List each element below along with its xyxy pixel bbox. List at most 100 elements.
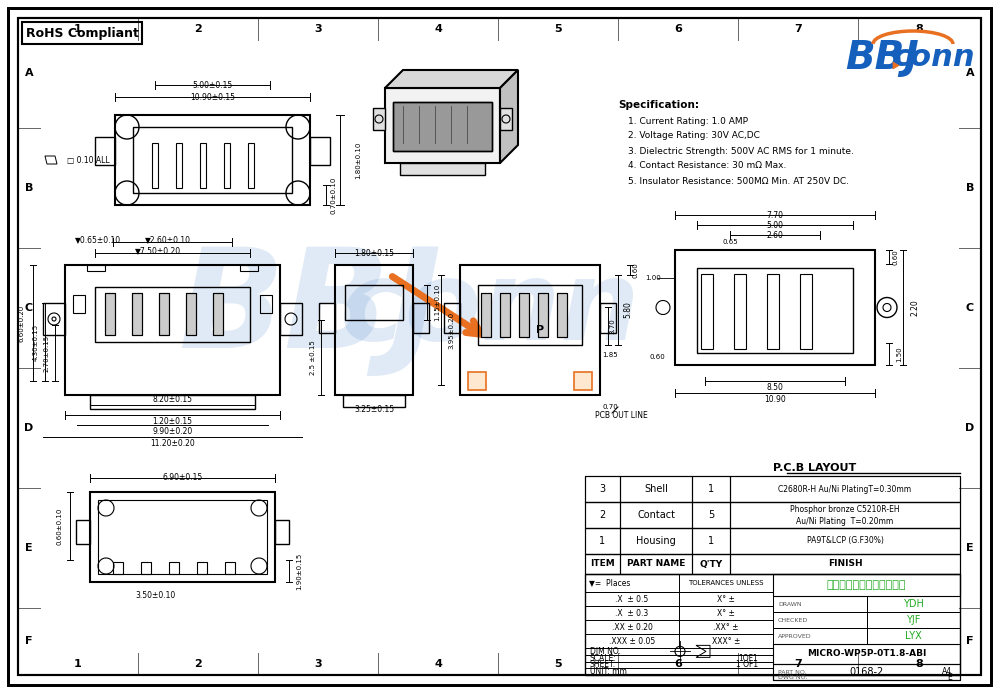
Text: ▼2.60±0.10: ▼2.60±0.10 <box>145 236 191 245</box>
Polygon shape <box>500 70 518 163</box>
Text: ▼=  Places: ▼= Places <box>589 579 630 588</box>
Bar <box>260 295 272 313</box>
Bar <box>152 143 158 188</box>
Text: 2.5 ±0.15: 2.5 ±0.15 <box>310 340 316 375</box>
Text: 6.60±0.20: 6.60±0.20 <box>18 304 24 342</box>
Text: Shell: Shell <box>644 484 668 494</box>
Bar <box>400 163 485 175</box>
Text: 2.20: 2.20 <box>910 299 919 316</box>
Text: 4. Contact Resistance: 30 mΩ Max.: 4. Contact Resistance: 30 mΩ Max. <box>628 161 786 170</box>
Text: 1.90±0.15: 1.90±0.15 <box>296 552 302 590</box>
Text: 7: 7 <box>794 659 802 669</box>
Text: 1: 1 <box>708 484 714 494</box>
Bar <box>519 293 529 337</box>
Bar <box>773 628 866 644</box>
Bar <box>701 274 713 349</box>
Text: 3: 3 <box>315 24 322 34</box>
Text: 6: 6 <box>674 659 682 669</box>
Bar <box>460 265 600 395</box>
Bar <box>585 634 679 648</box>
Bar <box>248 143 254 188</box>
Bar <box>105 293 115 335</box>
Text: 5.00±0.15: 5.00±0.15 <box>193 80 233 89</box>
Bar <box>679 592 773 606</box>
Bar <box>133 127 292 193</box>
Bar <box>335 265 413 395</box>
Bar <box>730 554 960 574</box>
Text: 1: 1 <box>708 536 714 546</box>
Text: PART NO.: PART NO. <box>778 669 806 674</box>
Bar <box>105 293 115 335</box>
Text: 3: 3 <box>599 484 605 494</box>
Text: 0.60: 0.60 <box>892 249 898 265</box>
Text: 8.20±0.15: 8.20±0.15 <box>153 394 193 403</box>
Text: 1: 1 <box>74 659 82 669</box>
Text: MICRO-WP5P-0T1.8-ABI: MICRO-WP5P-0T1.8-ABI <box>807 649 926 658</box>
Bar <box>141 562 151 574</box>
Text: 8: 8 <box>916 24 923 34</box>
Text: 1.80±0.10: 1.80±0.10 <box>355 141 361 179</box>
Text: A: A <box>966 68 974 78</box>
Text: 0.70: 0.70 <box>602 404 617 410</box>
Bar <box>186 293 196 335</box>
Bar <box>159 293 169 335</box>
Text: D: D <box>965 423 975 433</box>
Bar <box>345 285 403 320</box>
Text: 7.70: 7.70 <box>766 211 783 220</box>
Bar <box>393 102 492 151</box>
Bar <box>186 293 196 335</box>
Bar <box>866 596 960 612</box>
Bar <box>773 644 960 664</box>
Text: APPROVED: APPROVED <box>778 633 811 638</box>
Text: 9.90±0.20: 9.90±0.20 <box>153 426 193 435</box>
Bar <box>585 668 773 675</box>
Text: 0.60: 0.60 <box>633 262 639 278</box>
Bar <box>620 502 692 528</box>
Text: 3.70: 3.70 <box>609 318 615 334</box>
Bar <box>213 293 223 335</box>
Bar <box>213 293 223 335</box>
Text: B: B <box>966 183 974 193</box>
Bar <box>87 265 105 271</box>
Text: ▼7.50±0.20: ▼7.50±0.20 <box>135 247 181 256</box>
Bar <box>730 528 960 554</box>
Bar <box>385 88 500 163</box>
Text: Housing: Housing <box>636 536 676 546</box>
Text: P.C.B LAYOUT: P.C.B LAYOUT <box>773 463 856 473</box>
Bar <box>90 492 275 582</box>
Bar <box>90 395 255 409</box>
Text: 1.15±0.10: 1.15±0.10 <box>434 284 440 321</box>
Text: 6: 6 <box>674 24 682 34</box>
Text: 2: 2 <box>599 510 605 520</box>
Bar <box>692 502 730 528</box>
Text: 0.70±0.10: 0.70±0.10 <box>331 176 337 213</box>
Bar <box>343 395 405 407</box>
Text: 11.20±0.20: 11.20±0.20 <box>150 439 195 448</box>
Bar <box>225 562 235 574</box>
Text: 5. Insulator Resistance: 500MΩ Min. AT 250V DC.: 5. Insulator Resistance: 500MΩ Min. AT 2… <box>628 177 849 186</box>
Text: XXX° ±: XXX° ± <box>712 636 740 645</box>
Bar <box>620 554 692 574</box>
Text: 0.60±0.10: 0.60±0.10 <box>57 507 63 545</box>
Bar <box>679 620 773 634</box>
Bar <box>95 137 115 165</box>
Bar <box>319 303 335 333</box>
Bar <box>240 265 258 271</box>
Text: Phosphor bronze C5210R-EH: Phosphor bronze C5210R-EH <box>790 505 900 514</box>
Bar <box>734 274 746 349</box>
Bar <box>22 22 142 44</box>
Text: 3.95±0.20: 3.95±0.20 <box>448 311 454 349</box>
Bar <box>200 143 206 188</box>
Bar <box>800 274 812 349</box>
Polygon shape <box>893 62 899 69</box>
Text: E: E <box>947 673 952 682</box>
Text: X° ±: X° ± <box>717 595 735 604</box>
Text: CHECKED: CHECKED <box>778 617 808 622</box>
Bar <box>585 476 620 502</box>
Text: .X  ± 0.3: .X ± 0.3 <box>615 608 648 617</box>
Text: 3. Dielectric Strength: 500V AC RMS for 1 minute.: 3. Dielectric Strength: 500V AC RMS for … <box>628 146 854 155</box>
Bar <box>585 502 960 528</box>
Text: 1.85: 1.85 <box>602 352 617 358</box>
Bar <box>500 293 510 337</box>
Text: D: D <box>24 423 34 433</box>
